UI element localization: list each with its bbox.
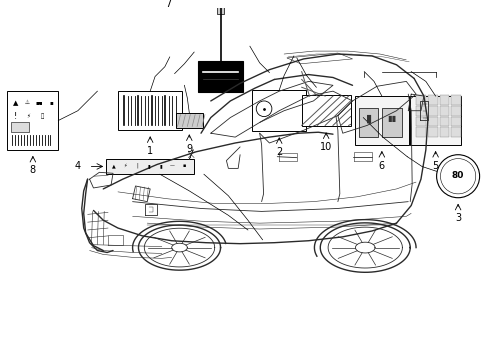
FancyBboxPatch shape: [440, 106, 449, 116]
FancyBboxPatch shape: [382, 108, 402, 137]
Text: !: !: [14, 112, 17, 121]
FancyBboxPatch shape: [302, 95, 350, 126]
Circle shape: [441, 159, 476, 194]
Text: 8: 8: [30, 166, 36, 175]
Text: 5: 5: [433, 161, 439, 171]
Text: ⚡: ⚡: [27, 114, 31, 119]
Text: ▮: ▮: [148, 163, 150, 168]
FancyBboxPatch shape: [252, 90, 306, 131]
Text: 2: 2: [276, 147, 282, 157]
Text: 🔧: 🔧: [41, 114, 44, 120]
FancyBboxPatch shape: [451, 106, 461, 116]
Text: 7: 7: [166, 0, 171, 9]
Text: ▪: ▪: [49, 100, 53, 105]
FancyBboxPatch shape: [416, 95, 426, 105]
FancyBboxPatch shape: [11, 122, 29, 132]
Text: ▪▪: ▪▪: [36, 100, 44, 105]
Text: ▮: ▮: [366, 113, 372, 123]
Text: 1: 1: [147, 146, 153, 156]
Text: ▪: ▪: [183, 163, 186, 168]
Text: ▮▮: ▮▮: [388, 114, 397, 123]
FancyBboxPatch shape: [451, 117, 461, 126]
FancyBboxPatch shape: [440, 117, 449, 126]
Text: 6: 6: [379, 161, 385, 171]
Text: 80: 80: [452, 171, 465, 180]
FancyBboxPatch shape: [106, 159, 194, 174]
FancyBboxPatch shape: [175, 113, 203, 128]
FancyBboxPatch shape: [416, 106, 426, 116]
FancyBboxPatch shape: [428, 95, 438, 105]
FancyBboxPatch shape: [428, 127, 438, 137]
FancyBboxPatch shape: [7, 91, 58, 150]
Circle shape: [437, 155, 480, 198]
Text: —: —: [170, 163, 175, 168]
FancyBboxPatch shape: [428, 117, 438, 126]
Text: |: |: [137, 163, 138, 168]
FancyBboxPatch shape: [119, 91, 182, 130]
FancyBboxPatch shape: [355, 96, 409, 145]
FancyBboxPatch shape: [440, 95, 449, 105]
FancyBboxPatch shape: [416, 127, 426, 137]
Text: ⚡: ⚡: [124, 163, 127, 168]
FancyBboxPatch shape: [440, 127, 449, 137]
FancyBboxPatch shape: [359, 108, 378, 137]
Text: ▲: ▲: [112, 163, 116, 168]
FancyBboxPatch shape: [416, 117, 426, 126]
Text: ▮: ▮: [160, 163, 162, 168]
FancyBboxPatch shape: [451, 127, 461, 137]
FancyBboxPatch shape: [217, 6, 224, 14]
FancyBboxPatch shape: [428, 106, 438, 116]
Text: ▲: ▲: [13, 100, 18, 106]
Text: 3: 3: [455, 213, 461, 223]
FancyBboxPatch shape: [410, 96, 461, 145]
FancyBboxPatch shape: [451, 95, 461, 105]
Text: 4: 4: [74, 161, 81, 171]
Text: 9: 9: [186, 144, 193, 154]
FancyBboxPatch shape: [198, 61, 243, 92]
Text: 10: 10: [320, 142, 332, 152]
Text: ⚠: ⚠: [24, 100, 29, 105]
